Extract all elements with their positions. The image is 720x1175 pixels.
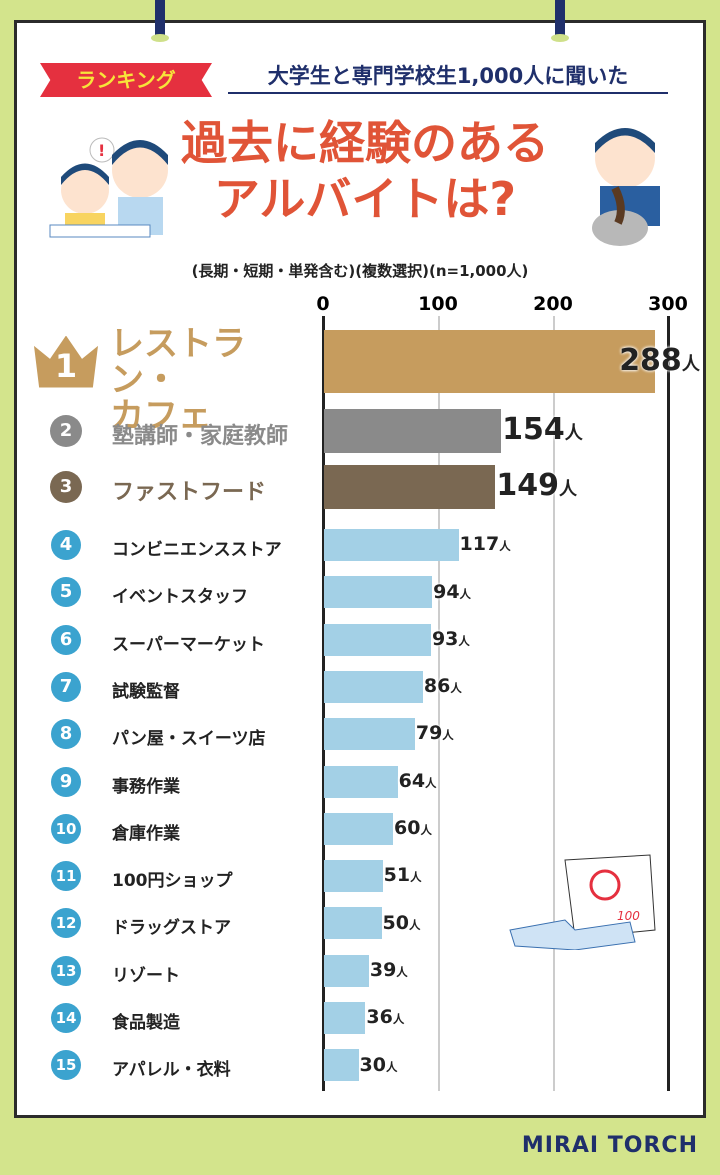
unit-label: 人 <box>458 633 470 648</box>
rank-badge: 13 <box>51 955 81 986</box>
value-label: 117人 <box>459 533 511 556</box>
page-title: 過去に経験のある アルバイトは? <box>170 115 560 227</box>
bar-3 <box>324 465 496 509</box>
value-label: 94人 <box>433 580 471 603</box>
bar-8 <box>324 718 415 751</box>
svg-text:100: 100 <box>617 909 640 923</box>
svg-text:!: ! <box>98 141 105 160</box>
rank-badge: 14 <box>51 1003 81 1033</box>
category-label: 倉庫作業 <box>112 823 180 844</box>
right-boundary-line <box>667 316 670 1091</box>
subtitle: (長期・短期・単発含む)(複数選択)(n=1,000人) <box>191 262 529 280</box>
value-label: 64人 <box>398 769 437 792</box>
category-label: アパレル・衣料 <box>112 1060 231 1081</box>
value-label: 39人 <box>369 958 408 981</box>
bar-14 <box>324 1002 366 1034</box>
test-paper-notebook-icon: 100 <box>509 854 656 950</box>
students-illustration-icon: ! <box>49 137 168 238</box>
rank-badge: 5 <box>51 577 81 608</box>
rank-badge: 6 <box>51 624 81 655</box>
pin-right <box>551 0 569 42</box>
title-line-1: 過去に経験のある <box>181 116 549 170</box>
category-label: レストラン・ カフェ <box>110 323 246 436</box>
bar-7 <box>324 670 423 703</box>
category-label: 事務作業 <box>112 776 180 797</box>
rank-badge: 4 <box>51 530 81 560</box>
value-label: 60人 <box>394 817 432 840</box>
baker-illustration-icon <box>592 128 660 246</box>
bar-6 <box>324 623 431 656</box>
rank-badge: 3 <box>50 471 82 503</box>
unit-label: 人 <box>420 823 432 838</box>
unit-label: 人 <box>425 775 437 790</box>
category-label: 食品製造 <box>112 1013 180 1033</box>
rank-badge: 7 <box>51 671 81 702</box>
unit-label: 人 <box>499 539 511 554</box>
bar-9 <box>324 765 398 798</box>
rank-badge: 15 <box>51 1050 81 1081</box>
value-label: 51人 <box>383 864 422 887</box>
unit-label: 人 <box>450 681 462 696</box>
category-label: スーパーマーケット <box>112 634 265 655</box>
rank-badge: 2 <box>50 415 82 447</box>
unit-label: 人 <box>459 586 471 601</box>
bar-5 <box>324 576 433 609</box>
rank-badge: 10 <box>51 813 81 844</box>
unit-label: 人 <box>564 423 583 445</box>
unit-label: 人 <box>558 479 577 501</box>
unit-label: 人 <box>408 917 421 932</box>
unit-label: 人 <box>442 728 454 743</box>
title-line-2: アルバイトは? <box>213 172 517 226</box>
bar-1 <box>324 330 656 393</box>
value-label: 288人 <box>619 342 700 378</box>
rank-badge: 8 <box>51 719 81 750</box>
speech-underline <box>228 92 668 94</box>
gridline <box>438 316 440 1091</box>
bar-12 <box>324 907 382 940</box>
pin-left <box>151 0 169 42</box>
bar-4 <box>324 529 459 561</box>
value-label: 149人 <box>496 468 577 504</box>
mirai-torch-logo: MIRAI TORCH <box>521 1133 698 1158</box>
x-tick-label: 200 <box>533 293 573 315</box>
category-label: ファストフード <box>112 480 267 505</box>
bar-11 <box>324 860 383 893</box>
unit-label: 人 <box>385 1059 398 1074</box>
bar-13 <box>324 954 369 987</box>
y-axis-line <box>322 316 325 1091</box>
unit-label: 人 <box>681 353 700 375</box>
bar-15 <box>324 1049 359 1082</box>
value-label: 93人 <box>431 627 470 650</box>
unit-label: 人 <box>392 1012 405 1027</box>
rank-badge: 9 <box>51 766 81 797</box>
bar-2 <box>324 409 502 453</box>
value-label: 86人 <box>423 675 462 698</box>
category-label: イベントスタッフ <box>112 587 248 608</box>
value-label: 154人 <box>502 412 583 448</box>
bar-10 <box>324 812 393 845</box>
value-label: 50人 <box>382 911 421 934</box>
x-tick-label: 300 <box>648 293 688 315</box>
rank-badge: 11 <box>51 861 81 892</box>
unit-label: 人 <box>396 964 408 979</box>
category-label: リゾート <box>112 965 180 986</box>
value-label: 30人 <box>359 1053 398 1076</box>
rank-badge: 12 <box>51 908 81 939</box>
survey-caption: 大学生と専門学校生1,000人に聞いた <box>267 64 629 88</box>
x-tick-label: 100 <box>418 293 458 315</box>
category-label: ドラッグストア <box>112 918 231 939</box>
category-label: 塾講師・家庭教師 <box>112 424 289 449</box>
unit-label: 人 <box>410 870 422 885</box>
category-label: 100円ショップ <box>112 871 233 892</box>
category-label: パン屋・スイーツ店 <box>112 729 266 750</box>
ranking-ribbon: ランキング <box>40 63 212 97</box>
value-label: 79人 <box>415 722 454 745</box>
x-tick-label: 0 <box>316 293 330 315</box>
category-label: コンビニエンスストア <box>112 540 282 560</box>
value-label: 36人 <box>366 1006 405 1029</box>
gridline <box>553 316 555 1091</box>
category-label: 試験監督 <box>112 681 180 702</box>
